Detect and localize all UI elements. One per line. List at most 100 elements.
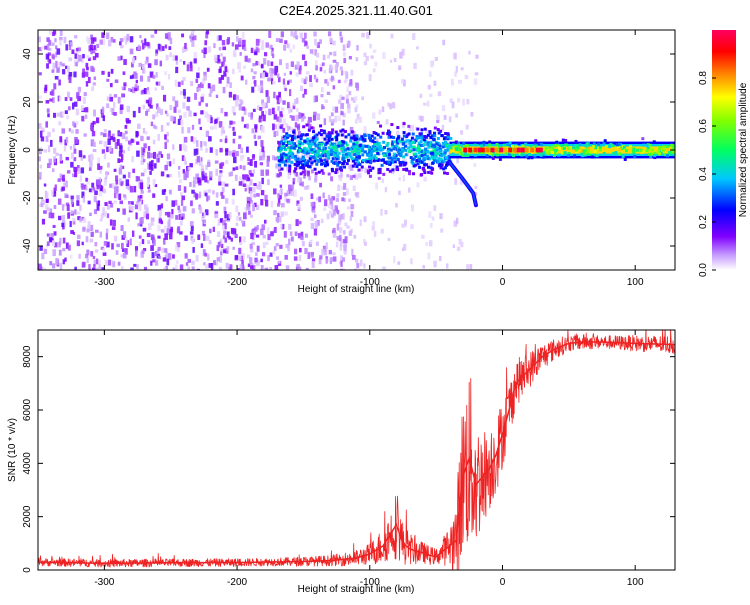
heatmap-noise-cell: [78, 54, 82, 62]
heatmap-signal-cell: [351, 164, 355, 168]
heatmap-noise-cell: [265, 72, 269, 77]
heatmap-noise-cell: [239, 264, 243, 270]
heatmap-noise-cell: [294, 248, 298, 255]
heatmap-noise-cell: [48, 40, 52, 45]
heatmap-signal-cell: [443, 143, 447, 147]
heatmap-signal-cell: [297, 146, 301, 150]
heatmap-noise-cell: [260, 190, 265, 196]
heatmap-noise-cell: [313, 31, 317, 37]
heatmap-noise-cell: [66, 91, 70, 98]
heatmap-noise-cell: [265, 199, 269, 207]
heatmap-noise-cell: [107, 259, 112, 266]
heatmap-noise-cell: [103, 153, 107, 160]
heatmap-noise-cell: [249, 214, 253, 218]
heatmap-noise-cell: [191, 237, 194, 244]
heatmap-noise-cell: [152, 239, 156, 246]
heatmap-noise-cell: [209, 176, 213, 181]
heatmap-noise-cell: [63, 36, 67, 44]
heatmap-noise-cell: [125, 179, 130, 186]
heatmap-noise-cell: [111, 133, 115, 139]
heatmap-noise-cell: [260, 140, 264, 147]
heatmap-signal-cell: [399, 163, 403, 167]
heatmap-noise-cell: [104, 202, 108, 206]
heatmap-noise-cell: [112, 219, 116, 227]
heatmap-noise-cell: [474, 186, 478, 190]
heatmap-noise-cell: [329, 197, 333, 205]
heatmap-noise-cell: [154, 183, 158, 188]
heatmap-noise-cell: [178, 213, 181, 220]
heatmap-signal-cell: [440, 154, 444, 158]
heatmap-noise-cell: [395, 130, 400, 136]
heatmap-noise-cell: [307, 120, 310, 125]
heatmap-noise-cell: [252, 108, 256, 112]
heatmap-noise-cell: [209, 228, 212, 234]
heatmap-signal-cell: [534, 139, 538, 143]
heatmap-noise-cell: [85, 253, 89, 259]
heatmap-noise-cell: [215, 94, 219, 98]
heatmap-noise-cell: [265, 169, 269, 176]
heatmap-noise-cell: [149, 161, 152, 167]
heatmap-signal-cell: [658, 147, 662, 151]
heatmap-signal-cell: [417, 148, 421, 152]
heatmap-noise-cell: [250, 263, 254, 268]
heatmap-noise-cell: [347, 40, 351, 46]
heatmap-signal-cell: [446, 135, 450, 139]
heatmap-noise-cell: [166, 153, 171, 160]
heatmap-signal-cell: [363, 134, 367, 138]
heatmap-noise-cell: [217, 54, 220, 62]
heatmap-noise-cell: [150, 245, 154, 251]
heatmap-noise-cell: [231, 121, 236, 125]
heatmap-noise-cell: [120, 55, 123, 61]
heatmap-noise-cell: [125, 39, 129, 43]
heatmap-noise-cell: [146, 90, 151, 95]
heatmap-noise-cell: [70, 161, 74, 168]
heatmap-noise-cell: [238, 247, 242, 255]
heatmap-noise-cell: [232, 126, 235, 131]
heatmap-noise-cell: [90, 153, 94, 161]
heatmap-noise-cell: [38, 95, 42, 99]
heatmap-signal-cell: [629, 147, 633, 151]
heatmap-noise-cell: [179, 220, 183, 226]
heatmap-noise-cell: [176, 241, 181, 248]
heatmap-noise-cell: [200, 82, 204, 89]
heatmap-noise-cell: [351, 254, 356, 260]
heatmap-noise-cell: [255, 234, 260, 238]
heatmap-signal-cell: [368, 174, 372, 178]
heatmap-noise-cell: [313, 228, 318, 236]
heatmap-signal-cell: [540, 143, 544, 147]
heatmap-signal-cell: [346, 158, 350, 162]
heatmap-noise-cell: [218, 35, 222, 41]
heatmap-signal-cell: [464, 151, 468, 155]
heatmap-signal-cell: [422, 143, 426, 147]
heatmap-noise-cell: [274, 156, 278, 161]
heatmap-noise-cell: [330, 213, 335, 218]
heatmap-noise-cell: [313, 74, 317, 80]
heatmap-noise-cell: [321, 87, 324, 93]
heatmap-noise-cell: [332, 252, 336, 256]
heatmap-noise-cell: [252, 75, 256, 80]
heatmap-signal-cell: [441, 145, 445, 149]
heatmap-noise-cell: [455, 65, 458, 73]
heatmap-signal-cell: [321, 150, 325, 154]
heatmap-noise-cell: [96, 183, 100, 190]
heatmap-noise-cell: [140, 39, 144, 43]
heatmap-noise-cell: [248, 170, 252, 176]
heatmap-noise-cell: [119, 164, 123, 170]
bottom-ytick-label: 4000: [22, 452, 33, 475]
heatmap-noise-cell: [75, 121, 79, 125]
heatmap-noise-cell: [290, 61, 294, 67]
heatmap-noise-cell: [90, 37, 95, 44]
heatmap-noise-cell: [305, 71, 310, 75]
heatmap-noise-cell: [380, 208, 383, 216]
heatmap-signal-cell: [357, 152, 361, 156]
heatmap-signal-cell: [338, 141, 342, 145]
heatmap-noise-cell: [300, 231, 304, 239]
heatmap-noise-cell: [274, 124, 278, 129]
heatmap-signal-cell: [411, 162, 415, 166]
heatmap-signal-cell: [313, 139, 317, 143]
heatmap-noise-cell: [143, 87, 147, 95]
heatmap-signal-cell: [373, 156, 377, 160]
heatmap-noise-cell: [192, 247, 195, 253]
heatmap-signal-cell: [615, 143, 619, 147]
heatmap-noise-cell: [385, 119, 389, 125]
